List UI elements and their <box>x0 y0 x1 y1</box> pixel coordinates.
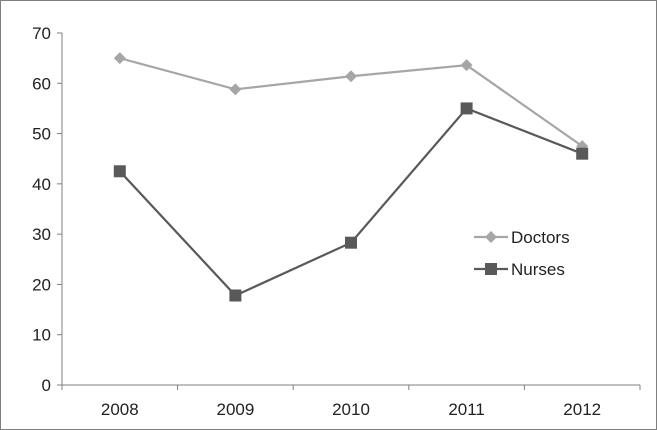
data-point-nurses <box>345 236 357 249</box>
y-tick-label: 60 <box>32 74 51 93</box>
y-tick-label: 30 <box>32 225 51 244</box>
data-point-doctors <box>229 83 242 96</box>
x-tick-label: 2009 <box>216 400 254 419</box>
data-point-doctors <box>113 52 126 65</box>
data-point-nurses <box>229 289 242 302</box>
y-tick-label: 40 <box>32 175 51 194</box>
y-tick-label: 20 <box>32 275 51 294</box>
legend-entry-nurses: Nurses <box>474 260 565 279</box>
data-point-nurses <box>460 102 473 115</box>
x-tick-label: 2008 <box>101 400 139 419</box>
y-tick-label: 50 <box>32 125 51 144</box>
x-tick-label: 2010 <box>332 400 370 419</box>
y-tick-label: 0 <box>42 376 51 395</box>
data-point-nurses <box>576 147 589 160</box>
data-point-doctors <box>460 59 473 72</box>
data-point-nurses <box>113 165 126 178</box>
series-nurses <box>113 102 589 302</box>
y-tick-label: 10 <box>32 326 51 345</box>
legend-marker-doctors <box>485 231 497 243</box>
legend-marker-nurses <box>485 263 497 275</box>
y-tick-label: 70 <box>32 24 51 43</box>
data-point-doctors <box>345 70 357 83</box>
legend-entry-doctors: Doctors <box>474 228 570 247</box>
x-tick-label: 2011 <box>448 400 485 419</box>
x-tick-label: 2012 <box>563 400 601 419</box>
legend-label-nurses: Nurses <box>511 260 565 279</box>
series-layer <box>113 52 589 302</box>
axes: 0 10 20 30 40 50 60 70 2008 2009 2010 2011 2012 <box>32 24 641 419</box>
series-doctors <box>113 52 589 153</box>
legend-label-doctors: Doctors <box>511 228 570 247</box>
legend: Doctors Nurses <box>474 228 570 279</box>
